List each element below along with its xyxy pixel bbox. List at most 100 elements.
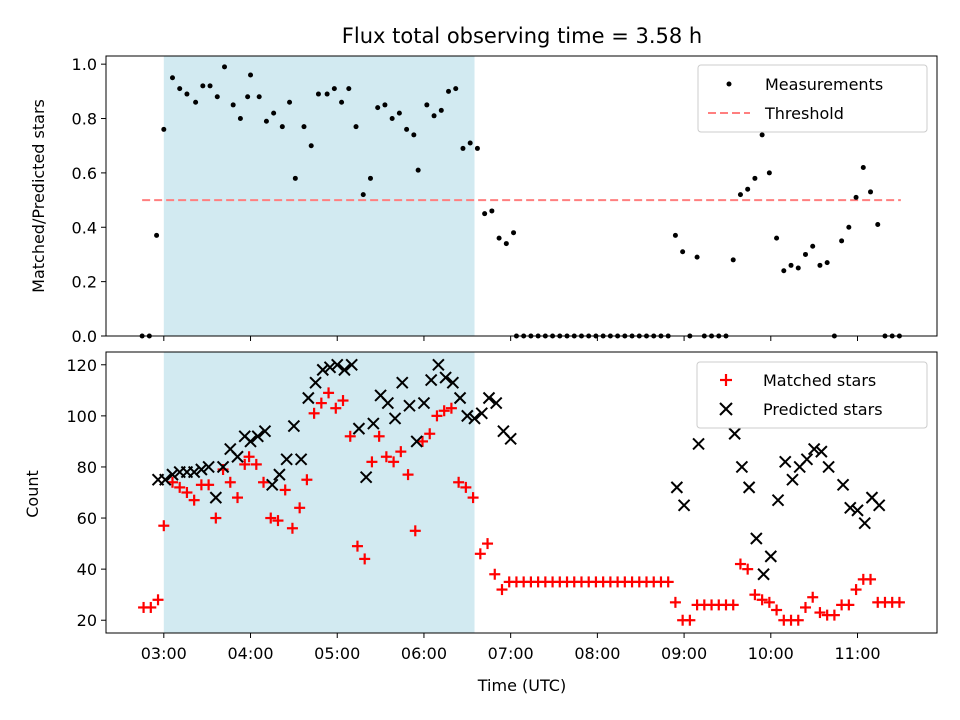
data-point (188, 494, 200, 506)
data-point (339, 99, 345, 105)
data-point (411, 132, 417, 138)
x-tick-label: 08:00 (574, 644, 620, 663)
data-point (858, 516, 871, 530)
data-point (154, 232, 160, 238)
data-point (272, 515, 284, 527)
data-point (359, 470, 373, 484)
data-point (764, 550, 778, 563)
data-point (817, 262, 823, 268)
data-point (344, 430, 356, 442)
data-point (381, 396, 395, 410)
observing-span (163, 352, 475, 633)
data-point (807, 591, 819, 603)
x-tick-label: 05:00 (314, 644, 360, 663)
x-tick-label: 03:00 (141, 644, 187, 663)
data-point (181, 487, 193, 498)
data-point (460, 145, 466, 151)
data-point (315, 397, 327, 409)
data-point (256, 94, 262, 100)
data-point (202, 460, 215, 474)
y-tick-label: 80 (77, 458, 97, 477)
data-point (677, 499, 691, 512)
data-point (417, 396, 431, 410)
x-tick-label: 10:00 (748, 644, 794, 663)
data-point (323, 387, 335, 399)
data-point (453, 476, 465, 488)
data-point (431, 410, 443, 422)
series-measurements (139, 64, 902, 339)
data-point (403, 399, 416, 412)
data-point (771, 604, 783, 616)
data-point (396, 376, 409, 389)
data-point (680, 249, 686, 255)
data-point (301, 124, 307, 130)
data-point (868, 189, 874, 195)
series-matched-stars (138, 387, 905, 626)
data-point (672, 232, 678, 238)
y-tick-label: 40 (77, 560, 97, 579)
data-point (734, 558, 746, 570)
data-point (504, 432, 517, 446)
data-point (200, 83, 206, 89)
data-point (788, 262, 794, 268)
data-point (771, 493, 785, 507)
data-point (265, 478, 279, 492)
data-point (445, 402, 457, 414)
y-tick-label: 60 (77, 509, 97, 528)
data-point (669, 596, 681, 608)
x-tick-label: 11:00 (834, 644, 880, 663)
data-point (432, 358, 445, 371)
data-point (177, 86, 183, 92)
data-point (232, 492, 244, 504)
data-point (280, 453, 293, 466)
data-point (438, 107, 444, 113)
data-point (489, 208, 495, 214)
data-point (865, 573, 877, 585)
data-point (482, 211, 488, 217)
y-tick-label: 100 (66, 407, 97, 426)
data-point (195, 463, 208, 476)
data-point (670, 481, 684, 494)
data-point (872, 499, 886, 512)
data-point (757, 568, 770, 581)
data-point (860, 164, 866, 170)
data-point (248, 72, 254, 78)
series-predicted-stars (151, 358, 886, 581)
data-point (351, 540, 363, 552)
data-point (822, 460, 835, 474)
data-point (353, 124, 359, 130)
data-point (424, 102, 430, 108)
legend-marker-predicted (719, 402, 733, 416)
data-point (482, 538, 494, 550)
data-point (375, 105, 381, 111)
legend-label-matched: Matched stars (763, 371, 876, 390)
data-point (742, 481, 756, 494)
data-point (263, 118, 269, 124)
data-point (742, 563, 754, 575)
x-tick-label: 09:00 (661, 644, 707, 663)
data-point (301, 474, 313, 486)
y-tick-label: 120 (66, 356, 97, 375)
data-point (815, 445, 828, 458)
legend-label-predicted: Predicted stars (763, 400, 883, 419)
data-point (324, 91, 330, 97)
data-point (169, 75, 175, 81)
data-point (271, 110, 277, 116)
data-point (779, 455, 792, 469)
data-point (694, 254, 700, 260)
x-tick-label: 07:00 (488, 644, 534, 663)
data-point (245, 94, 251, 100)
data-point (184, 91, 190, 97)
data-point (496, 584, 508, 596)
chart-title: Flux total observing time = 3.58 h (342, 24, 702, 48)
y-tick-label: 0.4 (72, 218, 97, 237)
data-point (404, 126, 410, 132)
data-point (474, 548, 486, 560)
data-point (346, 86, 352, 92)
data-point (331, 358, 344, 371)
data-point (409, 525, 421, 537)
data-point (810, 243, 816, 249)
data-point (692, 437, 705, 451)
data-point (792, 614, 804, 626)
